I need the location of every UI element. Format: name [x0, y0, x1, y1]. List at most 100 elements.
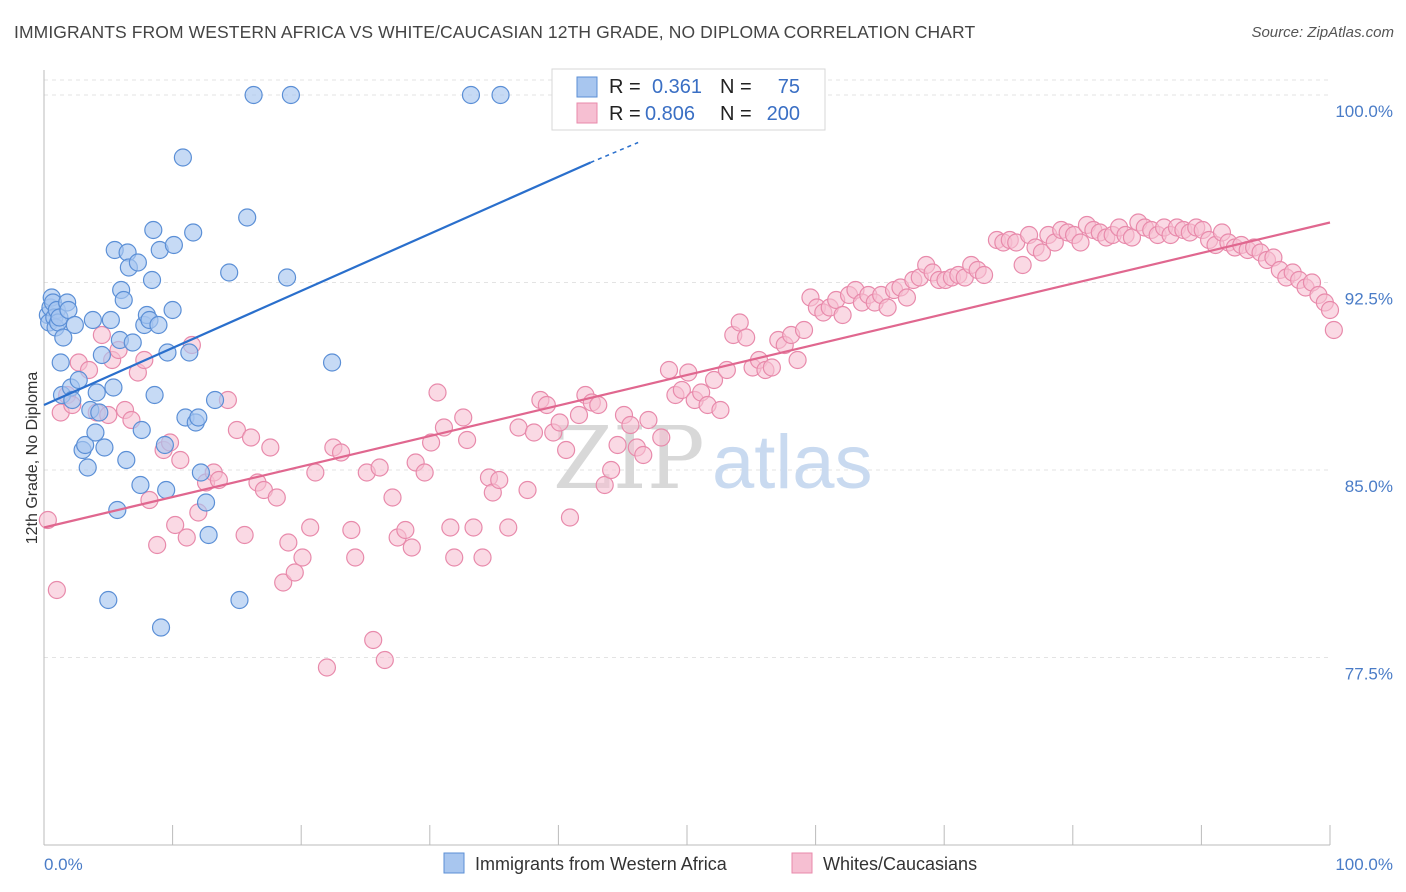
immigrants-point [131, 475, 150, 495]
whites-point [1320, 300, 1340, 320]
whites-point [267, 488, 286, 507]
whites-point [788, 350, 807, 370]
whites-point [148, 535, 167, 555]
immigrants-point [157, 480, 176, 500]
whites-point [342, 520, 361, 540]
whites-point [227, 420, 246, 440]
whites-point [1122, 228, 1142, 247]
legend-r-value-1: 0.361 [652, 76, 702, 98]
whites-point [589, 395, 608, 415]
immigrants-point [114, 290, 133, 310]
whites-point [301, 518, 320, 537]
watermark-atlas: atlas [712, 420, 873, 505]
whites-point [518, 480, 537, 500]
y-tick-label: 85.0% [1345, 477, 1393, 496]
immigrants-point [76, 435, 95, 455]
immigrants-point [191, 463, 210, 482]
legend-n-label-1: N = [720, 76, 752, 98]
whites-point [415, 463, 434, 482]
immigrants-point [244, 85, 263, 105]
whites-point [659, 360, 679, 380]
whites-point [608, 435, 627, 455]
immigrants-point [128, 253, 147, 272]
whites-point [166, 515, 185, 535]
immigrants-point [149, 315, 168, 335]
whites-point [1324, 320, 1343, 340]
whites-point [383, 488, 402, 507]
legend-box: R = 0.361 N = 75 R = 0.806 N = 200 [551, 68, 826, 131]
whites-point [737, 328, 756, 347]
whites-point [560, 508, 580, 527]
immigrants-point [54, 328, 73, 347]
immigrants-point [145, 385, 164, 405]
whites-point [396, 520, 415, 540]
whites-point [509, 418, 528, 437]
immigrants-point [132, 420, 151, 440]
whites-point [704, 370, 724, 390]
immigrants-point [123, 333, 142, 352]
y-tick-labels: 100.0% 92.5% 85.0% 77.5% [1335, 102, 1393, 684]
immigrants-point [281, 85, 301, 105]
whites-point [672, 380, 691, 400]
immigrants-point [83, 310, 102, 330]
immigrants-point [59, 300, 78, 320]
immigrants-point [238, 208, 257, 227]
whites-point [370, 458, 389, 477]
series-whites-points [38, 213, 1343, 677]
legend-r-label-1: R = [609, 76, 641, 98]
whites-point [38, 510, 57, 530]
y-tick-label: 100.0% [1335, 102, 1393, 121]
whites-point [177, 528, 196, 547]
legend-r-label-2: R = [609, 103, 641, 125]
whites-trend-line [43, 221, 1331, 529]
whites-point [595, 475, 614, 495]
whites-point [454, 408, 473, 427]
whites-point [171, 450, 190, 470]
whites-point [1013, 255, 1032, 275]
immigrants-point [155, 435, 174, 455]
immigrants-point [199, 525, 218, 545]
chart-title: IMMIGRANTS FROM WESTERN AFRICA VS WHITE/… [14, 22, 976, 42]
trend-lines [43, 141, 1331, 529]
whites-point [261, 438, 280, 457]
bottom-legend: Immigrants from Western Africa Whites/Ca… [443, 852, 977, 874]
whites-point [274, 573, 293, 592]
immigrants-point [173, 148, 192, 167]
legend-swatch-blue [576, 76, 598, 98]
immigrants-point [95, 438, 114, 457]
y-tick-label: 77.5% [1345, 665, 1393, 684]
whites-point [464, 518, 483, 537]
whites-point [711, 400, 730, 420]
immigrants-trend-line [43, 161, 591, 407]
whites-point [47, 580, 66, 600]
whites-point [457, 430, 477, 450]
whites-point [473, 548, 492, 567]
whites-point [639, 410, 658, 430]
whites-point [602, 460, 621, 480]
whites-point [346, 548, 365, 567]
whites-point [375, 650, 394, 670]
y-axis-title: 12th Grade, No Diploma [24, 372, 41, 545]
immigrants-point [65, 315, 84, 335]
immigrants-point [184, 223, 203, 242]
immigrants-point [87, 383, 106, 402]
immigrants-point [117, 450, 136, 470]
whites-point [537, 395, 556, 415]
whites-point [92, 325, 111, 345]
immigrants-point [101, 310, 120, 330]
immigrants-trend-extension [590, 141, 639, 164]
whites-point [1071, 233, 1090, 252]
immigrants-point [78, 458, 97, 477]
immigrants-point [277, 268, 297, 287]
whites-point [499, 518, 518, 537]
whites-point [428, 383, 447, 402]
legend-swatch-pink [576, 102, 598, 124]
whites-point [897, 288, 917, 307]
whites-point [241, 428, 261, 447]
whites-point [279, 533, 298, 552]
whites-point [306, 463, 325, 482]
whites-point [441, 518, 460, 537]
immigrants-point [164, 235, 183, 255]
x-tick-label-min: 0.0% [44, 855, 83, 874]
